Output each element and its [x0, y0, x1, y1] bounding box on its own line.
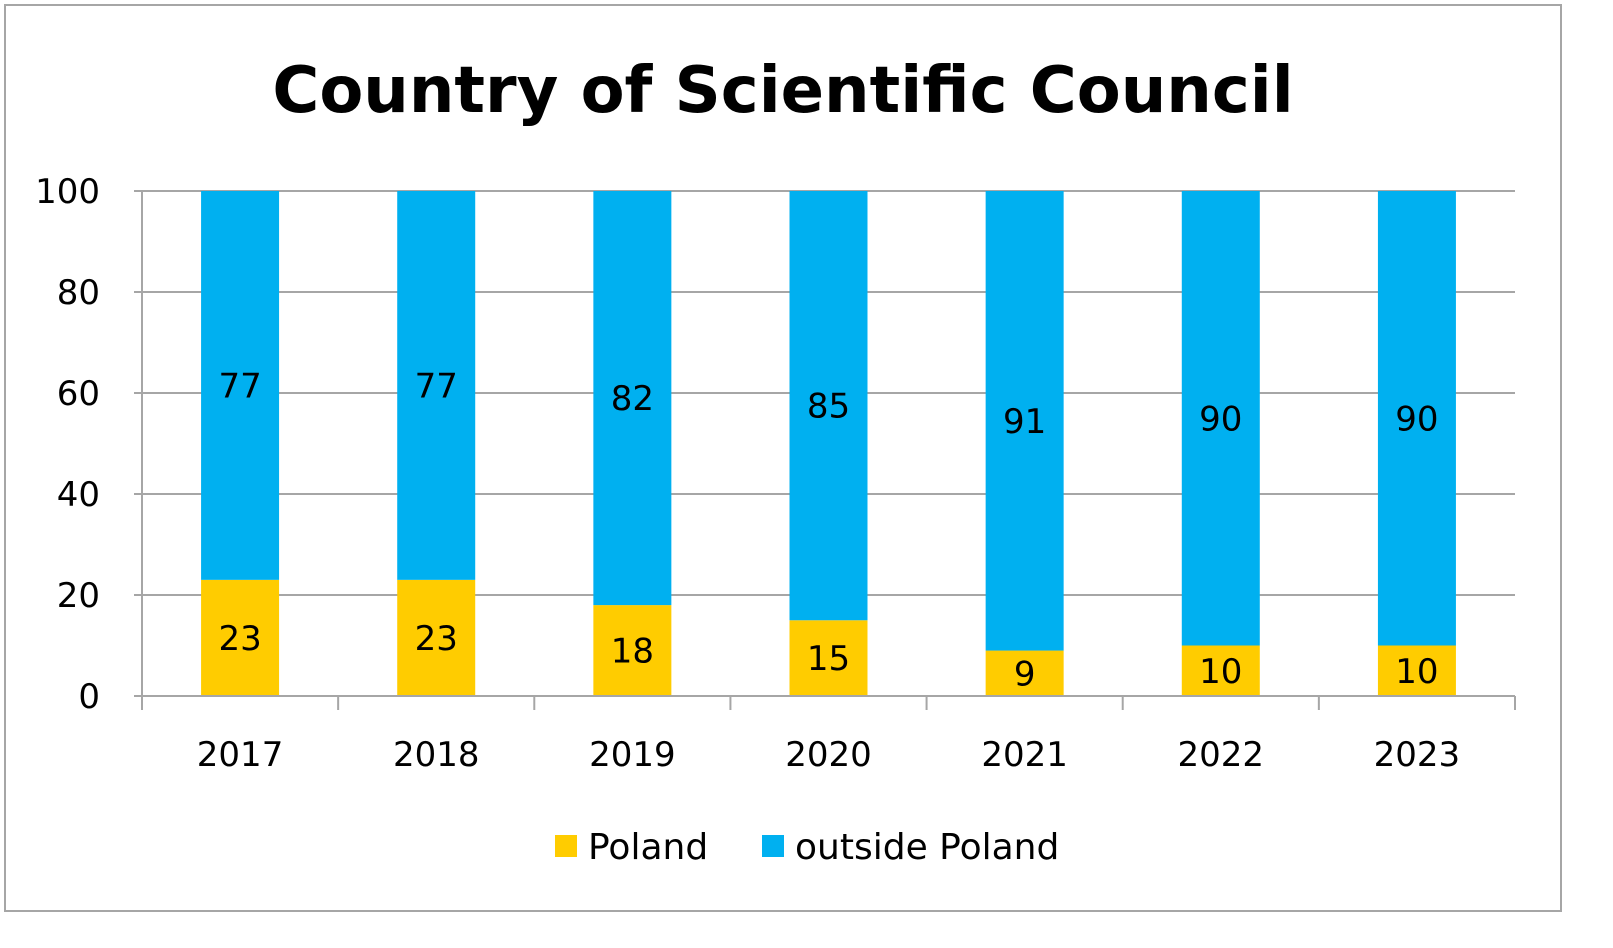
legend-label-outside-poland: outside Poland: [795, 827, 1059, 868]
data-label-outside-poland-2021: 91: [1003, 402, 1046, 442]
data-label-outside-poland-2019: 82: [611, 379, 654, 419]
data-label-outside-poland-2017: 77: [218, 366, 261, 406]
data-label-poland-2017: 23: [218, 619, 261, 659]
bar-outside-poland-2023: [1377, 191, 1456, 646]
x-tick-label-2022: 2022: [1178, 735, 1265, 775]
x-tick-label-2018: 2018: [393, 735, 480, 775]
y-tick-label-100: 100: [35, 172, 100, 212]
data-label-poland-2019: 18: [611, 632, 654, 672]
y-tick-label-0: 0: [78, 677, 100, 717]
bar-outside-poland-2020: [789, 191, 868, 621]
x-tick-label-2021: 2021: [981, 735, 1068, 775]
y-tick-label-60: 60: [57, 374, 100, 414]
x-axis: 2017 2018 2019 2020 2021 2022 2023: [134, 695, 1516, 775]
legend: Poland outside Poland: [555, 827, 1059, 868]
bar-poland-2020: [789, 620, 868, 696]
chart-title: Country of Scientific Council: [272, 54, 1293, 128]
y-axis-ticks: 0 20 40 60 80 100: [35, 172, 100, 717]
legend-swatch-poland: [555, 835, 577, 857]
data-label-poland-2021: 9: [1014, 654, 1036, 694]
bar-outside-poland-2021: [985, 191, 1064, 651]
bar-poland-2019: [593, 605, 672, 696]
data-label-poland-2022: 10: [1199, 652, 1242, 692]
data-label-outside-poland-2018: 77: [415, 366, 458, 406]
data-label-outside-poland-2023: 90: [1395, 399, 1438, 439]
x-tick-label-2019: 2019: [589, 735, 676, 775]
data-label-outside-poland-2022: 90: [1199, 399, 1242, 439]
y-tick-label-80: 80: [57, 273, 100, 313]
bars: 23 77 23 77 18 82 15 85 9 91 10 90 10 90: [201, 191, 1456, 696]
bar-outside-poland-2022: [1181, 191, 1260, 646]
data-label-poland-2020: 15: [807, 639, 850, 679]
data-label-poland-2018: 23: [415, 619, 458, 659]
x-tick-label-2017: 2017: [197, 735, 284, 775]
x-tick-label-2020: 2020: [785, 735, 872, 775]
legend-swatch-outside-poland: [762, 835, 784, 857]
bar-poland-2017: [201, 579, 280, 696]
bar-poland-2023: [1377, 645, 1456, 696]
bar-outside-poland-2018: [397, 191, 476, 580]
bar-poland-2018: [397, 579, 476, 696]
bar-outside-poland-2017: [201, 191, 280, 580]
y-tick-label-40: 40: [57, 475, 100, 515]
y-tick-label-20: 20: [57, 576, 100, 616]
bar-poland-2022: [1181, 645, 1260, 696]
bar-poland-2021: [985, 650, 1064, 696]
x-tick-label-2023: 2023: [1374, 735, 1461, 775]
bar-outside-poland-2019: [593, 191, 672, 606]
data-label-poland-2023: 10: [1395, 652, 1438, 692]
legend-label-poland: Poland: [588, 827, 708, 868]
data-label-outside-poland-2020: 85: [807, 387, 850, 427]
